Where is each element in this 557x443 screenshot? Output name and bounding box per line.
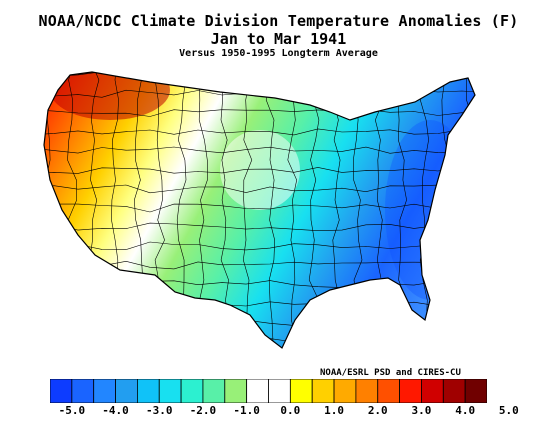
division-border (44, 128, 475, 136)
color-scale-cell (246, 379, 269, 403)
color-scale-tick-label: 2.0 (367, 404, 388, 417)
color-scale-tick-label: -5.0 (58, 404, 86, 417)
color-scale-cell (421, 379, 444, 403)
color-scale-cell (399, 379, 422, 403)
color-scale-tick-label: 1.0 (324, 404, 344, 417)
color-scale-tick-label: -4.0 (102, 404, 129, 417)
color-scale-bar (50, 379, 487, 403)
color-scale-ticks: -5.0 -4.0 -3.0 -2.0 -1.0 0.0 1.0 2.0 3.0 4.0 5.0 (0, 404, 557, 420)
credit-label: NOAA/ESRL PSD and CIRES-CU (320, 368, 461, 378)
color-scale-cell (115, 379, 138, 403)
anomaly-field (44, 72, 475, 348)
color-scale-tick-label: -2.0 (189, 404, 217, 417)
color-scale-cell (93, 379, 116, 403)
color-scale-cell (180, 379, 204, 403)
color-scale-tick-label: 3.0 (411, 404, 432, 417)
division-border (44, 222, 475, 232)
color-scale-tick-label: -1.0 (233, 404, 260, 417)
division-border (44, 109, 475, 117)
color-scale-cell (442, 379, 466, 403)
us-anomaly-map (43, 71, 476, 349)
color-scale-cell (377, 379, 401, 403)
division-border (44, 203, 475, 213)
color-scale-tick-label: -3.0 (146, 404, 173, 417)
color-scale-cell (268, 379, 291, 403)
color-scale-tick-label: 5.0 (498, 404, 519, 417)
color-scale-cell (50, 379, 73, 403)
color-scale-cell (355, 379, 379, 403)
division-border (44, 184, 475, 194)
color-scale-cell (333, 379, 357, 403)
map-title: NOAA/NCDC Climate Division Temperature A… (38, 12, 519, 30)
color-scale-cell (202, 379, 226, 403)
map-period: Jan to Mar 1941 (210, 30, 347, 48)
color-scale-cell (311, 379, 335, 403)
division-border (44, 336, 475, 345)
color-scale-cell (224, 379, 248, 403)
color-scale-tick-label: 0.0 (280, 404, 301, 417)
map-subtitle: Versus 1950-1995 Longterm Average (179, 48, 378, 59)
color-scale-cell (464, 379, 487, 403)
color-scale-cell (289, 379, 313, 403)
us-outline (43, 71, 476, 349)
division-border (44, 166, 475, 175)
division-border (44, 146, 475, 154)
color-scale-tick-label: 4.0 (455, 404, 476, 417)
color-scale-cell (71, 379, 95, 403)
color-scale-cell (137, 379, 160, 403)
color-scale-cell (158, 379, 182, 403)
